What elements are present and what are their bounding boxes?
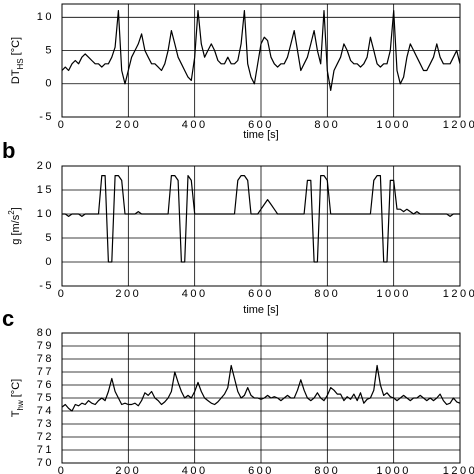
x-tick-label: 0 <box>58 465 67 474</box>
y-axis-label-part: g [m/s <box>10 214 22 244</box>
x-tick-label: 600 <box>248 465 274 474</box>
y-tick-label: 10 <box>37 11 54 23</box>
x-axis-label: time [s] <box>243 129 278 141</box>
x-tick-label: 200 <box>115 465 141 474</box>
x-tick-label: 800 <box>314 465 340 474</box>
y-tick-label: 76 <box>37 379 54 391</box>
y-tick-label: 10 <box>37 208 54 220</box>
x-tick-label: 400 <box>182 465 208 474</box>
y-axis-label-part: [°C] <box>10 379 22 397</box>
y-axis-label: Thw [°C] <box>10 379 25 417</box>
y-axis-label-part: ] <box>10 207 22 210</box>
x-tick-label: 200 <box>115 119 141 131</box>
y-axis-label-part: DT <box>10 69 22 84</box>
y-axis-label-part: [°C] <box>10 37 22 55</box>
y-axis-label: DTHS [°C] <box>10 37 25 84</box>
y-tick-label: 70 <box>37 457 54 469</box>
x-tick-label: 600 <box>248 288 274 300</box>
data-line <box>62 175 460 263</box>
x-tick-label: 1200 <box>443 288 474 300</box>
x-tick-label: 800 <box>314 288 340 300</box>
y-tick-label: 78 <box>37 353 54 365</box>
y-axis-label: g [m/s2] <box>7 207 22 244</box>
x-tick-label: 0 <box>58 119 67 131</box>
y-tick-label: 20 <box>37 160 54 172</box>
y-tick-label: 5 <box>45 232 54 244</box>
x-tick-label: 1000 <box>376 465 410 474</box>
y-tick-label: -5 <box>39 111 54 123</box>
x-tick-label: 1000 <box>376 288 410 300</box>
y-tick-label: 73 <box>37 418 54 430</box>
x-tick-label: 400 <box>182 119 208 131</box>
panel-label: c <box>2 306 14 331</box>
x-tick-label: 200 <box>115 288 141 300</box>
x-tick-label: 400 <box>182 288 208 300</box>
y-axis-label-part: hw <box>16 400 25 410</box>
x-axis-label: time [s] <box>243 304 278 316</box>
x-tick-label: 1200 <box>443 465 474 474</box>
x-tick-label: 600 <box>248 119 274 131</box>
y-tick-label: -5 <box>39 280 54 292</box>
x-tick-label: 800 <box>314 119 340 131</box>
x-tick-label: 1200 <box>443 119 474 131</box>
y-axis-label-part: HS <box>16 58 25 69</box>
y-tick-label: 74 <box>37 405 54 417</box>
x-tick-label: 0 <box>58 288 67 300</box>
y-axis-label-part: T <box>10 410 22 417</box>
y-axis-label-part: 2 <box>7 210 16 215</box>
panel-label: b <box>2 138 15 163</box>
y-tick-label: 0 <box>45 256 54 268</box>
data-line <box>61 10 461 91</box>
y-tick-label: 0 <box>45 78 54 90</box>
y-tick-label: 5 <box>45 44 54 56</box>
data-line <box>61 364 461 412</box>
y-tick-label: 79 <box>37 340 54 352</box>
x-tick-label: 1000 <box>376 119 410 131</box>
y-tick-label: 72 <box>37 431 54 443</box>
y-tick-label: 80 <box>37 327 54 339</box>
y-tick-label: 71 <box>37 444 54 456</box>
y-tick-label: 77 <box>37 366 54 378</box>
y-tick-label: 75 <box>37 392 54 404</box>
y-tick-label: 15 <box>37 184 54 196</box>
